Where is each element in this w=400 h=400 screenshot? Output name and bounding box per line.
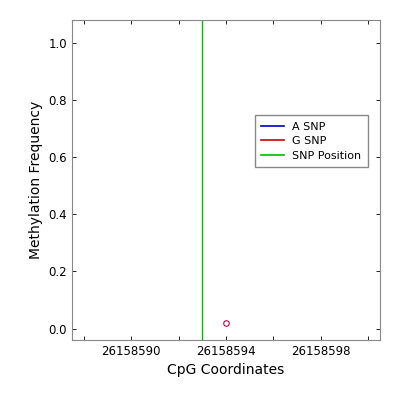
Legend: A SNP, G SNP, SNP Position: A SNP, G SNP, SNP Position — [255, 115, 368, 167]
Y-axis label: Methylation Frequency: Methylation Frequency — [29, 101, 43, 259]
X-axis label: CpG Coordinates: CpG Coordinates — [167, 364, 285, 378]
